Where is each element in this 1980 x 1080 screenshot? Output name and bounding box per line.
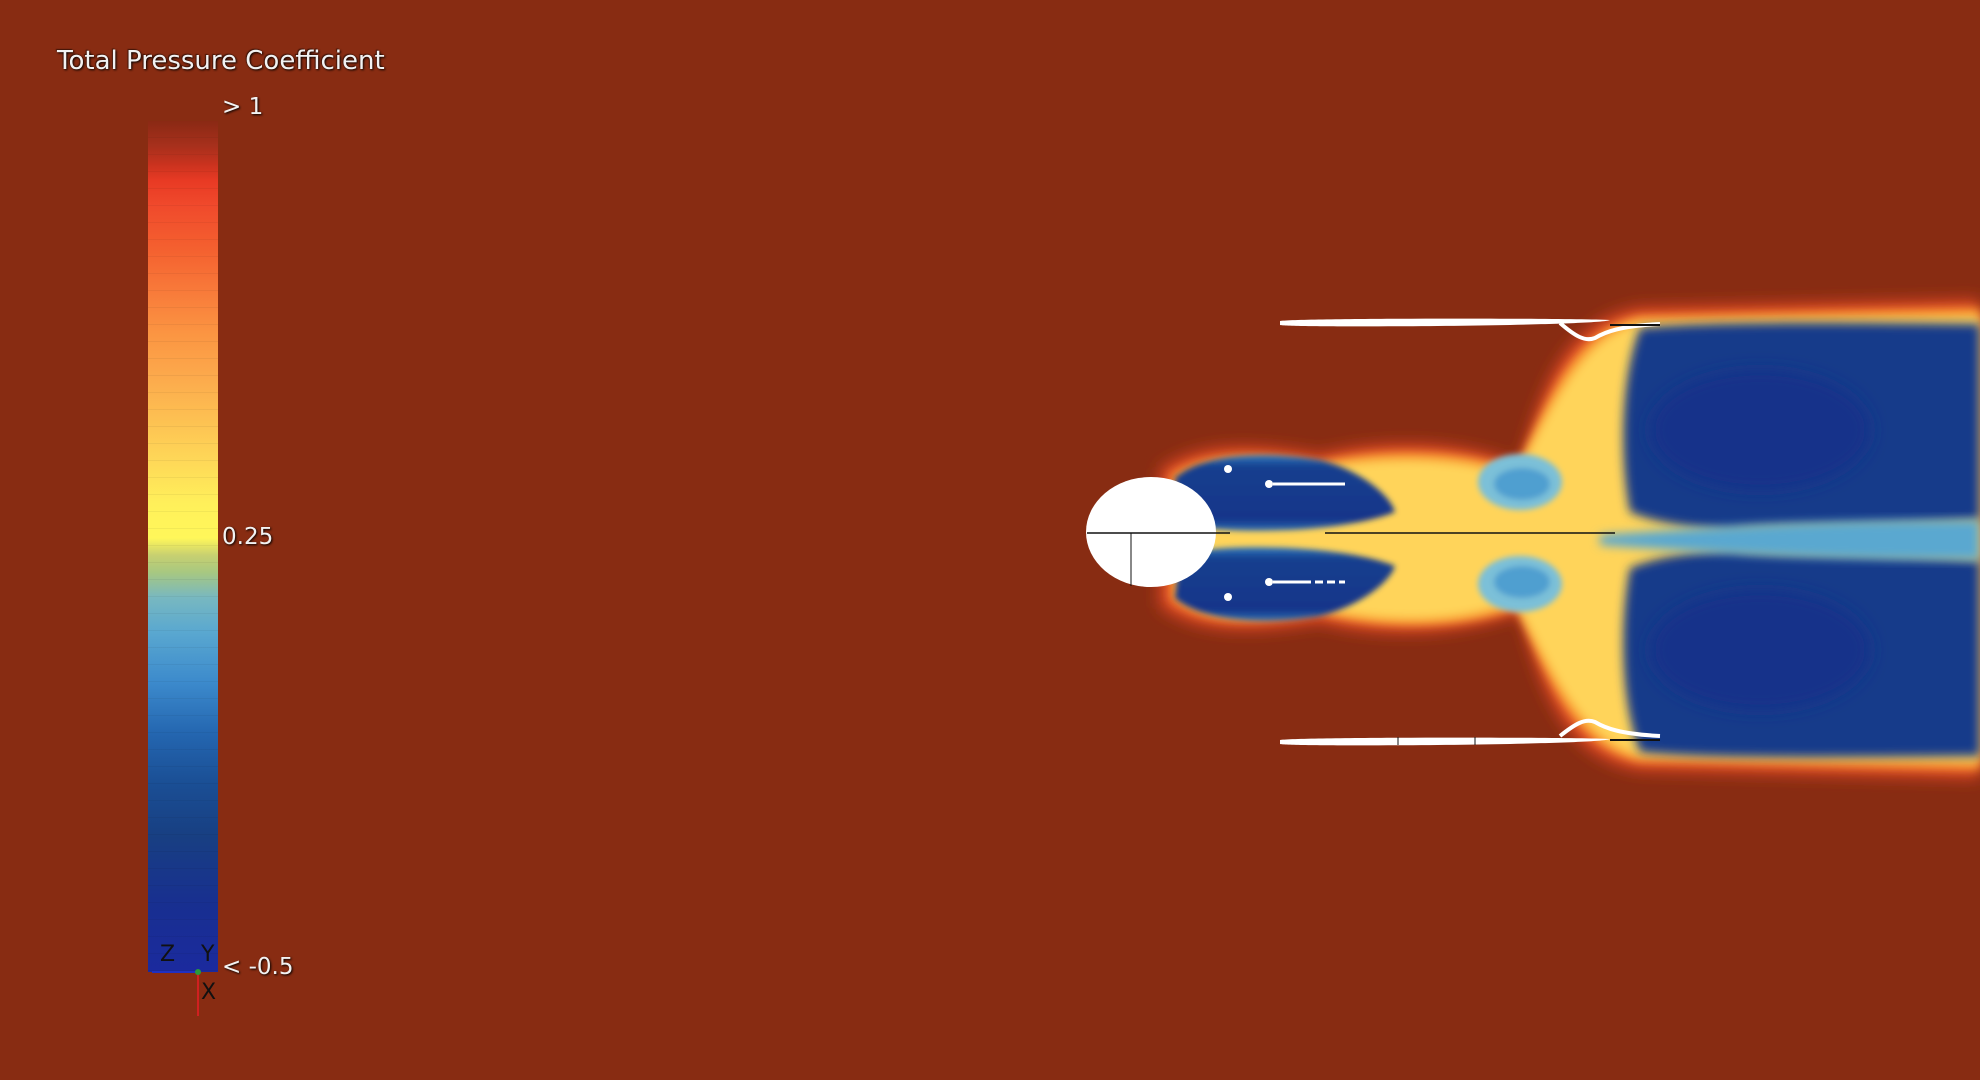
legend-mid-label: 0.25 — [222, 524, 274, 550]
mid-vortex-lower — [1478, 556, 1562, 612]
near-wake-lower — [1175, 547, 1395, 621]
axis-y-label: Y — [201, 942, 215, 967]
lower-flap-element — [1280, 718, 1661, 746]
far-wake-core-lower — [1650, 590, 1870, 710]
far-wake-core-upper — [1650, 370, 1870, 490]
near-wake-upper — [1175, 455, 1395, 531]
upper-flap-element — [1280, 318, 1661, 342]
axis-x-label: X — [201, 980, 217, 1005]
axis-z-label: Z — [160, 942, 176, 967]
legend-min-label: < -0.5 — [222, 954, 294, 980]
legend-title: Total Pressure Coefficient — [57, 46, 385, 76]
probe-markers — [1224, 465, 1345, 601]
mid-vortex-upper — [1478, 454, 1562, 510]
legend-max-label: > 1 — [222, 94, 264, 120]
color-scale-steps — [148, 121, 218, 972]
far-wake-centerline — [1600, 520, 1980, 560]
nose-body — [1086, 477, 1230, 587]
color-scale-bar — [148, 121, 218, 972]
orientation-axes-widget[interactable]: Z Y X — [148, 940, 228, 1020]
orientation-axes-lines — [152, 969, 201, 1016]
